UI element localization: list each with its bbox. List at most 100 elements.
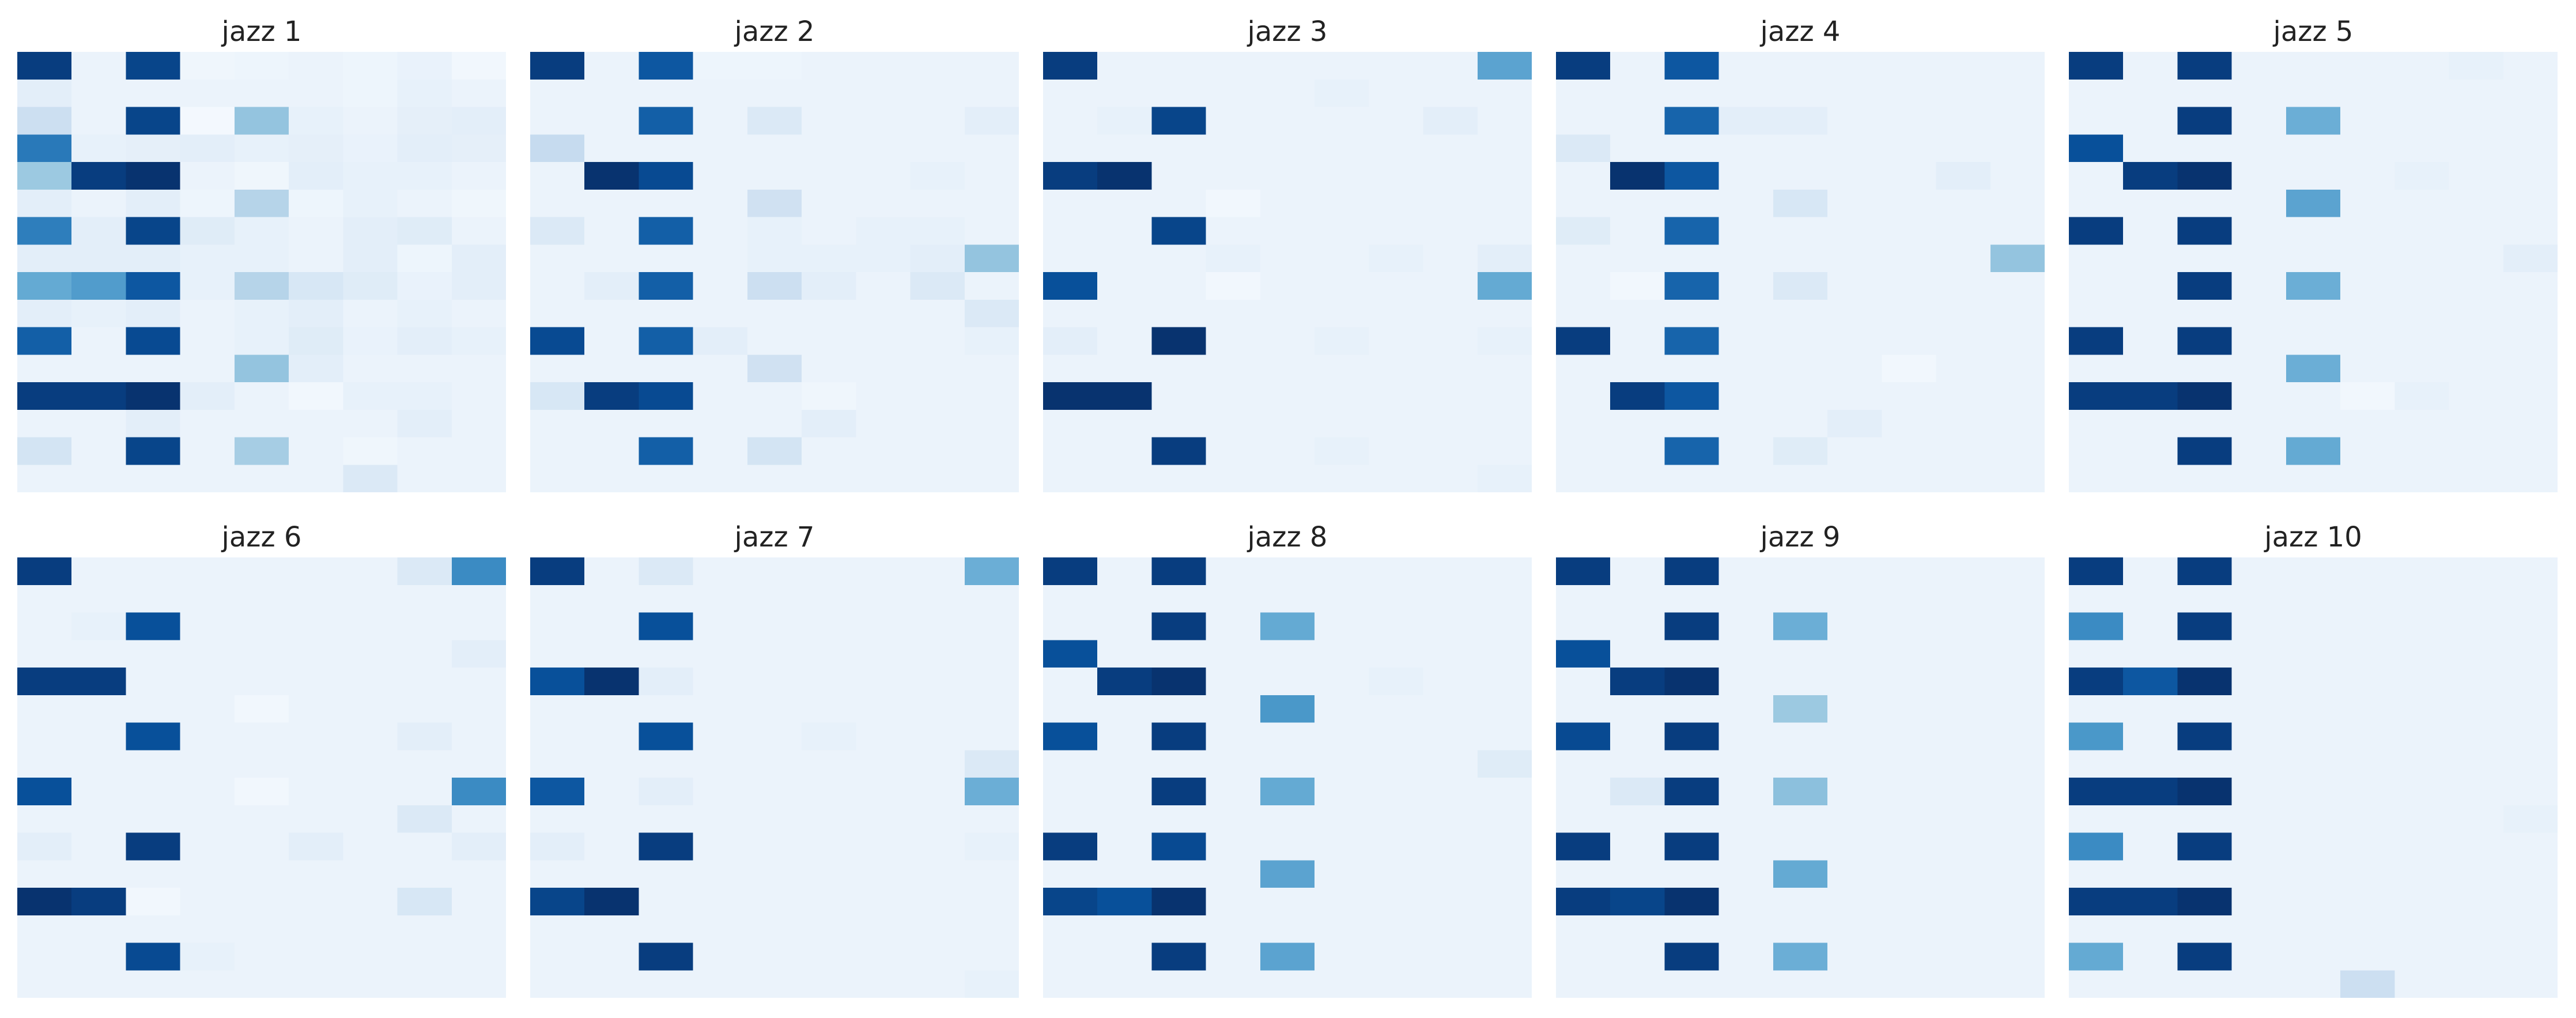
heatmap-cell xyxy=(964,888,1019,916)
heatmap-cell xyxy=(964,244,1019,273)
heatmap-cell xyxy=(802,832,856,861)
heatmap-cell xyxy=(2231,79,2287,108)
heatmap-cell xyxy=(2123,107,2178,135)
heatmap-cell xyxy=(2340,107,2395,135)
heatmap-cell xyxy=(1610,612,1665,640)
heatmap-cell xyxy=(530,465,585,492)
heatmap-cell xyxy=(910,778,965,806)
heatmap-cell xyxy=(530,299,585,328)
heatmap-cell xyxy=(343,557,398,586)
heatmap-cell xyxy=(1718,778,1774,806)
heatmap-cell xyxy=(639,860,694,888)
heatmap-cell xyxy=(1206,299,1261,328)
heatmap-cell xyxy=(1882,915,1937,944)
heatmap-cell xyxy=(2123,355,2178,383)
heatmap-cell xyxy=(2394,52,2450,80)
heatmap-cell xyxy=(2286,134,2341,163)
heatmap-cell xyxy=(964,465,1019,492)
heatmap-cell xyxy=(397,585,452,613)
heatmap-cell xyxy=(2394,832,2450,861)
heatmap-cell xyxy=(639,107,694,135)
heatmap-cell xyxy=(2231,888,2287,916)
heatmap-cell xyxy=(2069,79,2124,108)
heatmap-cell xyxy=(747,79,802,108)
heatmap-cell xyxy=(1315,942,1369,971)
heatmap-cell xyxy=(1664,695,1720,723)
heatmap-cell xyxy=(693,860,748,888)
heatmap-cell xyxy=(1043,299,1098,328)
heatmap-cell xyxy=(2286,244,2341,273)
heatmap-cell xyxy=(2231,722,2287,751)
heatmap-cell xyxy=(2286,557,2341,586)
heatmap-cell xyxy=(2123,327,2178,355)
heatmap-cell xyxy=(289,612,343,640)
heatmap-cell xyxy=(1827,107,1882,135)
heatmap-cell xyxy=(289,722,343,751)
heatmap-cell xyxy=(451,612,506,640)
heatmap-cell xyxy=(1990,640,2045,668)
heatmap-cell xyxy=(1315,465,1369,492)
heatmap-cell xyxy=(693,888,748,916)
heatmap-cell xyxy=(2069,805,2124,834)
heatmap-cell xyxy=(17,722,72,751)
heatmap-cell xyxy=(856,860,911,888)
heatmap-cell xyxy=(1206,612,1261,640)
heatmap-cell xyxy=(856,750,911,778)
heatmap-cell xyxy=(747,327,802,355)
panel-title: jazz 6 xyxy=(221,521,302,553)
heatmap-cell xyxy=(1151,778,1207,806)
heatmap-cell xyxy=(71,612,127,640)
heatmap-cell xyxy=(1097,915,1153,944)
heatmap-cell xyxy=(1556,355,1611,383)
heatmap-cell xyxy=(639,612,694,640)
heatmap-cell xyxy=(1773,695,1828,723)
heatmap-cell xyxy=(1423,668,1478,696)
heatmap-cell xyxy=(126,778,181,806)
heatmap-cell xyxy=(2394,585,2450,613)
heatmap-cell xyxy=(289,327,343,355)
heatmap-cell xyxy=(2340,52,2395,80)
heatmap-cell xyxy=(639,409,694,438)
heatmap-cell xyxy=(180,217,235,245)
heatmap-cell xyxy=(1206,805,1261,834)
heatmap-cell xyxy=(530,722,585,751)
heatmap-cell xyxy=(1477,465,1532,492)
heatmap-cell xyxy=(1827,778,1882,806)
heatmap-cell xyxy=(1718,162,1774,190)
heatmap-cell xyxy=(1423,79,1478,108)
heatmap-cell xyxy=(2286,832,2341,861)
heatmap-cell xyxy=(693,107,748,135)
heatmap-panel xyxy=(1556,52,2045,492)
heatmap-cell xyxy=(1043,217,1098,245)
heatmap-cell xyxy=(17,299,72,328)
heatmap-cell xyxy=(2286,437,2341,465)
panel-title: jazz 1 xyxy=(221,16,302,48)
heatmap-cell xyxy=(1610,299,1665,328)
heatmap-cell xyxy=(289,162,343,190)
heatmap-cell xyxy=(2449,585,2504,613)
heatmap-cell xyxy=(451,437,506,465)
heatmap-cell xyxy=(1773,557,1828,586)
heatmap-cell xyxy=(289,52,343,80)
heatmap-cell xyxy=(1827,189,1882,218)
heatmap-cell xyxy=(126,915,181,944)
heatmap-cell xyxy=(747,778,802,806)
heatmap-cell xyxy=(2503,437,2558,465)
heatmap-cell xyxy=(1043,272,1098,300)
heatmap-cell xyxy=(747,382,802,410)
heatmap-cell xyxy=(1206,162,1261,190)
heatmap-cell xyxy=(1423,162,1478,190)
heatmap-cell xyxy=(2177,860,2233,888)
heatmap-cell xyxy=(1151,162,1207,190)
heatmap-cell xyxy=(693,217,748,245)
heatmap-cell xyxy=(1882,942,1937,971)
heatmap-cell xyxy=(1773,612,1828,640)
heatmap-cell xyxy=(1773,382,1828,410)
heatmap-cell xyxy=(2340,557,2395,586)
heatmap-cell xyxy=(451,860,506,888)
heatmap-cell xyxy=(1260,299,1315,328)
heatmap-cell xyxy=(1260,722,1315,751)
heatmap-cell xyxy=(2286,778,2341,806)
heatmap-cell xyxy=(1423,640,1478,668)
heatmap-cell xyxy=(343,612,398,640)
